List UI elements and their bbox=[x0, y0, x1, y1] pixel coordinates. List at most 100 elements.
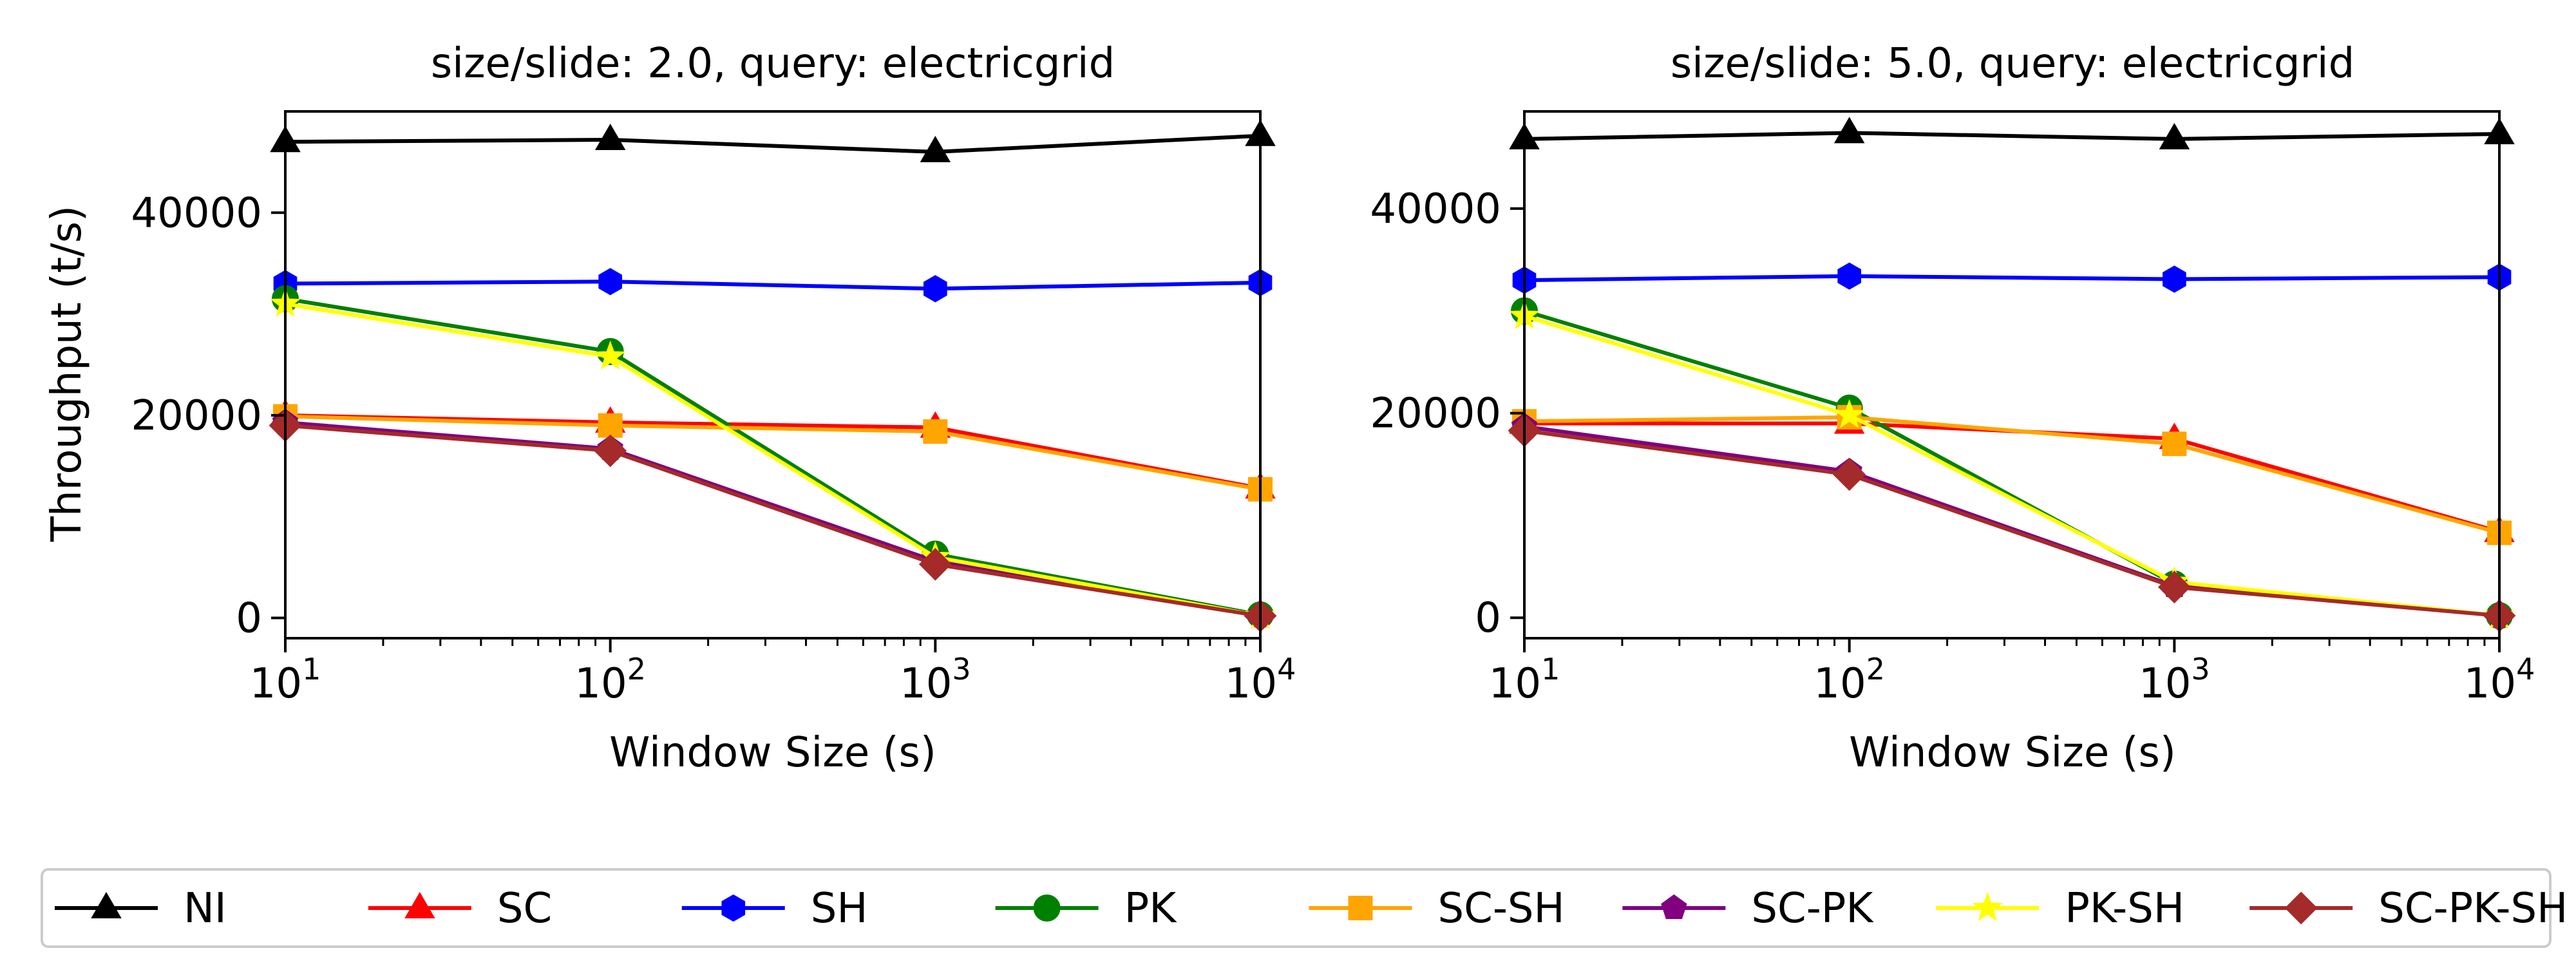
data-point-sc-sh bbox=[598, 413, 623, 438]
legend: NI SC SH PK SC-SH SC-PK PK-SH SC-PK-SH bbox=[41, 868, 2568, 948]
legend-entry-sc-pk: SC-PK bbox=[1622, 885, 1874, 933]
subplot-title: size/slide: 5.0, query: electricgrid bbox=[1671, 40, 2354, 88]
plot-frame bbox=[1523, 110, 2501, 639]
y-ticks: 0 20000 40000 bbox=[1370, 185, 1524, 642]
legend-label: SC-SH bbox=[1438, 885, 1565, 933]
data-point-sc-sh bbox=[923, 419, 948, 444]
series-sc bbox=[270, 399, 1276, 499]
y-tick-label: 0 bbox=[1475, 594, 1501, 642]
series-pk bbox=[1511, 297, 2513, 630]
series-line-pk-sh bbox=[1524, 314, 2500, 618]
legend-entry-sc: SC bbox=[368, 885, 552, 933]
series-pk-sh bbox=[270, 287, 1276, 629]
data-point-pk-sh bbox=[1833, 399, 1865, 428]
x-ticks: 101 102 103 104 bbox=[1489, 638, 2535, 708]
legend-marker-sc bbox=[404, 892, 435, 918]
series-ni bbox=[270, 119, 1276, 162]
y-tick-label: 40000 bbox=[131, 189, 262, 237]
series-line-sh bbox=[285, 279, 1261, 291]
series-layer bbox=[269, 119, 1277, 632]
legend-entry-sh: SH bbox=[681, 885, 868, 933]
x-tick-label: 103 bbox=[2139, 652, 2210, 708]
legend-marker-pk bbox=[1033, 895, 1061, 922]
series-line-pk-sh bbox=[285, 301, 1261, 618]
y-axis-label: Throughput (t/s) bbox=[43, 205, 91, 542]
x-tick-label: 103 bbox=[900, 652, 971, 708]
legend-marker-ni bbox=[91, 892, 122, 918]
data-point-sc-pk-sh bbox=[2157, 571, 2191, 603]
y-tick-label: 40000 bbox=[1370, 185, 1501, 233]
y-ticks: 0 20000 40000 bbox=[131, 189, 285, 643]
legend-marker-sc-sh bbox=[1348, 896, 1373, 920]
data-point-sc-pk-sh bbox=[1833, 458, 1866, 491]
series-sh bbox=[273, 268, 1273, 303]
legend-label: NI bbox=[184, 885, 227, 933]
legend-entry-pk-sh: PK-SH bbox=[1936, 885, 2184, 933]
data-point-ni bbox=[1833, 117, 1865, 144]
x-tick-label: 101 bbox=[1489, 652, 1560, 708]
series-ni bbox=[1509, 117, 2515, 149]
data-point-sh bbox=[1837, 262, 1861, 290]
series-sh bbox=[1512, 262, 2512, 294]
x-tick-label: 102 bbox=[1814, 652, 1885, 708]
data-point-sc-sh bbox=[2162, 431, 2187, 457]
legend-label: PK-SH bbox=[2065, 885, 2184, 933]
data-point-sh bbox=[923, 275, 947, 303]
legend-entry-pk: PK bbox=[995, 885, 1178, 933]
legend-items: NI SC SH PK SC-SH SC-PK PK-SH SC-PK-SH bbox=[55, 885, 2568, 933]
series-sc-sh bbox=[1512, 404, 2512, 545]
series-line-sh bbox=[1524, 274, 2500, 283]
legend-label: SC-PK-SH bbox=[2378, 885, 2568, 933]
legend-marker-sc-pk bbox=[1661, 894, 1687, 920]
series-line-sc-sh bbox=[285, 414, 1261, 491]
series-line-pk bbox=[1524, 308, 2500, 618]
legend-entry-ni: NI bbox=[55, 885, 227, 933]
data-point-sh bbox=[2163, 265, 2186, 293]
series-line-sc-pk bbox=[1524, 424, 2500, 618]
y-tick-label: 0 bbox=[236, 595, 262, 643]
x-tick-label: 101 bbox=[250, 652, 321, 708]
data-point-pk-sh bbox=[594, 340, 626, 370]
subplot-left: size/slide: 2.0, query: electricgrid Thr… bbox=[43, 40, 1296, 777]
data-point-sc-pk-sh bbox=[918, 547, 952, 581]
x-axis-label: Window Size (s) bbox=[609, 729, 936, 777]
legend-entry-sc-pk-sh: SC-PK-SH bbox=[2249, 885, 2568, 933]
plot-frame bbox=[284, 110, 1262, 639]
data-point-ni bbox=[920, 135, 951, 162]
series-line-sc-pk-sh bbox=[1524, 428, 2500, 618]
series-sc-pk-sh bbox=[269, 409, 1277, 632]
series-line-sc-pk-sh bbox=[285, 423, 1261, 618]
legend-frame bbox=[41, 868, 2552, 948]
subplot-title: size/slide: 2.0, query: electricgrid bbox=[431, 40, 1115, 88]
legend-marker-sc-pk-sh bbox=[2284, 891, 2318, 925]
x-ticks: 101 102 103 104 bbox=[250, 638, 1296, 708]
series-line-sc bbox=[285, 413, 1261, 491]
x-tick-label: 102 bbox=[574, 652, 646, 708]
x-axis-label: Window Size (s) bbox=[1849, 729, 2176, 777]
data-point-sc-pk-sh bbox=[594, 434, 627, 468]
x-tick-label: 104 bbox=[2464, 652, 2535, 708]
legend-marker-pk-sh bbox=[1972, 892, 2003, 922]
legend-marker-sh bbox=[721, 894, 746, 922]
series-line-pk bbox=[285, 297, 1261, 617]
y-tick-label: 20000 bbox=[131, 392, 262, 440]
series-line-sc bbox=[1524, 421, 2500, 534]
series-line-sc-sh bbox=[1524, 415, 2500, 535]
y-tick-label: 20000 bbox=[1370, 390, 1501, 438]
subplot-right: size/slide: 5.0, query: electricgrid Win… bbox=[1370, 40, 2535, 777]
data-point-ni bbox=[2159, 122, 2190, 149]
data-point-ni bbox=[594, 124, 626, 151]
legend-label: SH bbox=[811, 885, 868, 933]
series-sc bbox=[1509, 407, 2515, 542]
series-layer bbox=[1508, 117, 2516, 632]
series-line-ni bbox=[1524, 131, 2500, 141]
legend-label: SC-PK bbox=[1751, 885, 1874, 933]
data-point-sh bbox=[598, 268, 622, 296]
x-tick-label: 104 bbox=[1225, 652, 1296, 708]
legend-entry-sc-sh: SC-SH bbox=[1309, 885, 1565, 933]
series-line-ni bbox=[285, 133, 1261, 154]
legend-label: PK bbox=[1124, 885, 1178, 933]
series-sc-pk-sh bbox=[1508, 414, 2516, 632]
legend-label: SC bbox=[497, 885, 552, 933]
